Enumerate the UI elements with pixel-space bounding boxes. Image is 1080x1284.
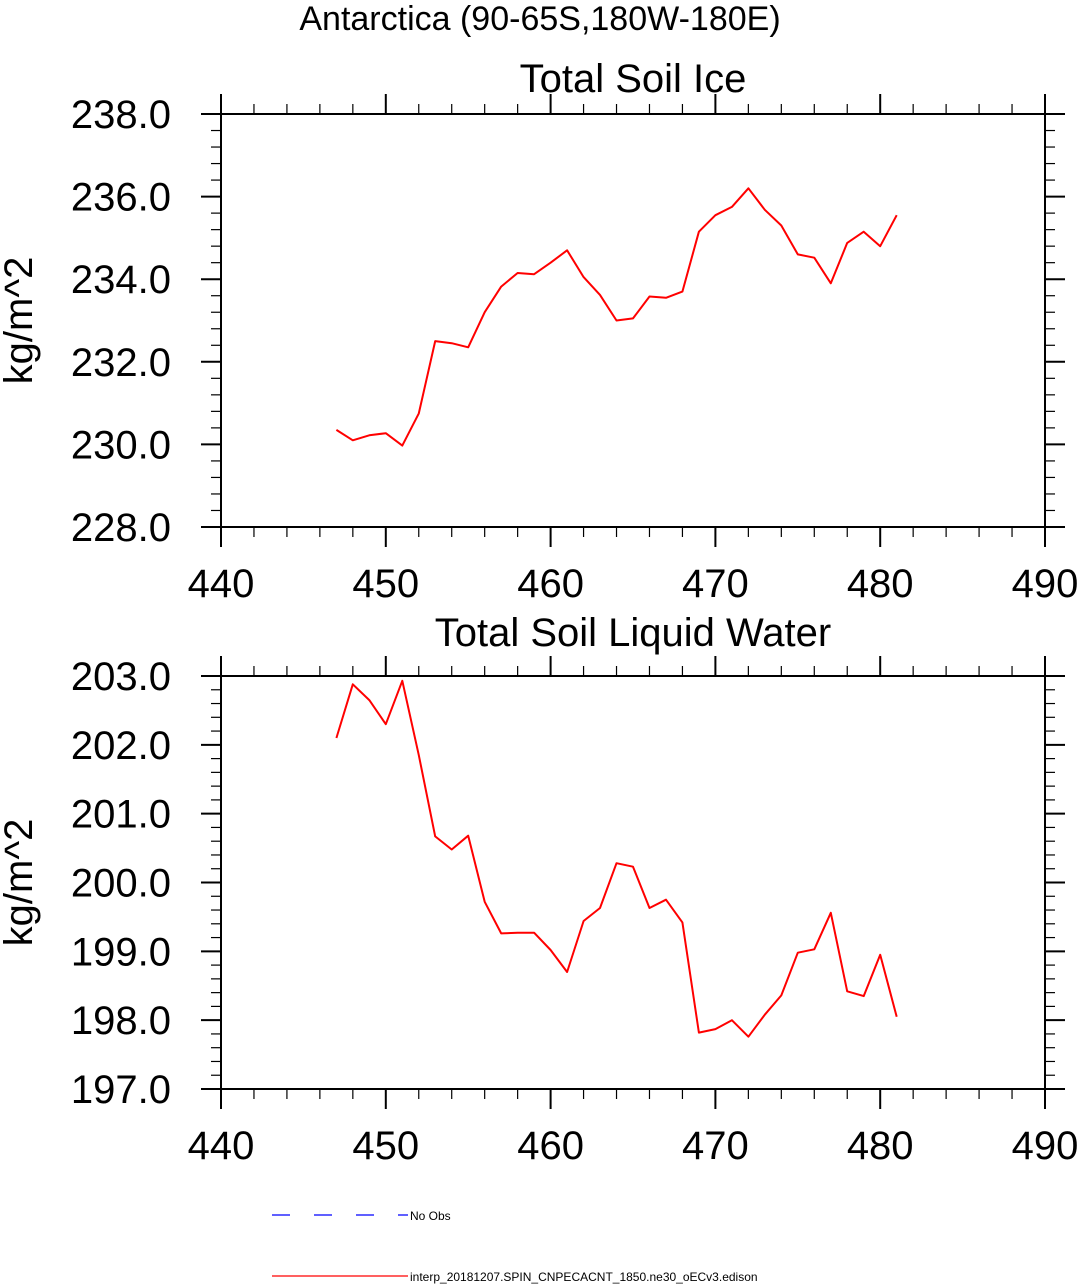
panel-1-series-line-0 [335,679,898,1038]
panel-0-x-tick-label: 470 [682,562,749,606]
panel-0-y-tick-label: 232.0 [71,341,171,385]
figure-suptitle: Antarctica (90-65S,180W-180E) [299,0,780,38]
panel-0-y-tick-label: 228.0 [71,506,171,550]
panel-0-x-tick-label: 480 [847,562,914,606]
panel-1-x-tick-label: 460 [517,1124,584,1168]
panel-1-x-tick-label: 480 [847,1124,914,1168]
panel-1-title: Total Soil Liquid Water [435,611,831,655]
panel-1-plot-frame [220,675,1046,1090]
panel-0-y-tick-label: 230.0 [71,423,171,467]
panel-0-title: Total Soil Ice [520,57,747,101]
panel-total-soil-liquid-water: Total Soil Liquid Water 440 450 460 470 480 49… [0,611,1078,1168]
legend-label-model: interp_20181207.SPIN_CNPECACNT_1850.ne30… [410,1270,758,1284]
panel-1-y-tick-label: 199.0 [71,930,171,974]
panel-0-x-tick-label: 440 [188,562,255,606]
panel-0-y-tick-label: 234.0 [71,258,171,302]
panel-0-x-tick-label: 460 [517,562,584,606]
panel-1-x-tick-label: 440 [188,1124,255,1168]
panel-0-plot-frame [220,113,1046,528]
panel-1-y-tick-label: 200.0 [71,862,171,906]
panel-1-x-tick-label: 450 [352,1124,419,1168]
legend: No Obs interp_20181207.SPIN_CNPECACNT_18… [272,1209,758,1284]
panel-0-y-axis-label: kg/m^2 [0,257,41,385]
panel-1-y-tick-label: 203.0 [71,655,171,699]
panel-1-y-tick-label: 202.0 [71,724,171,768]
panel-1-x-tick-label: 470 [682,1124,749,1168]
panel-1-y-axis-label: kg/m^2 [0,819,41,947]
panel-0-x-tick-label: 490 [1012,562,1079,606]
panel-0-series-line-0 [335,187,898,447]
panel-0-x-tick-label: 450 [352,562,419,606]
panel-total-soil-ice: Total Soil Ice 440 450 460 470 480 490 228.0 230… [0,57,1078,606]
panel-1-y-tick-label: 197.0 [71,1068,171,1112]
panel-1-x-tick-label: 490 [1012,1124,1079,1168]
panel-0-y-tick-label: 236.0 [71,176,171,220]
panel-0-y-tick-label: 238.0 [71,93,171,137]
panel-1-y-tick-label: 198.0 [71,999,171,1043]
legend-label-no-obs: No Obs [410,1209,451,1223]
panel-1-y-tick-label: 201.0 [71,793,171,837]
